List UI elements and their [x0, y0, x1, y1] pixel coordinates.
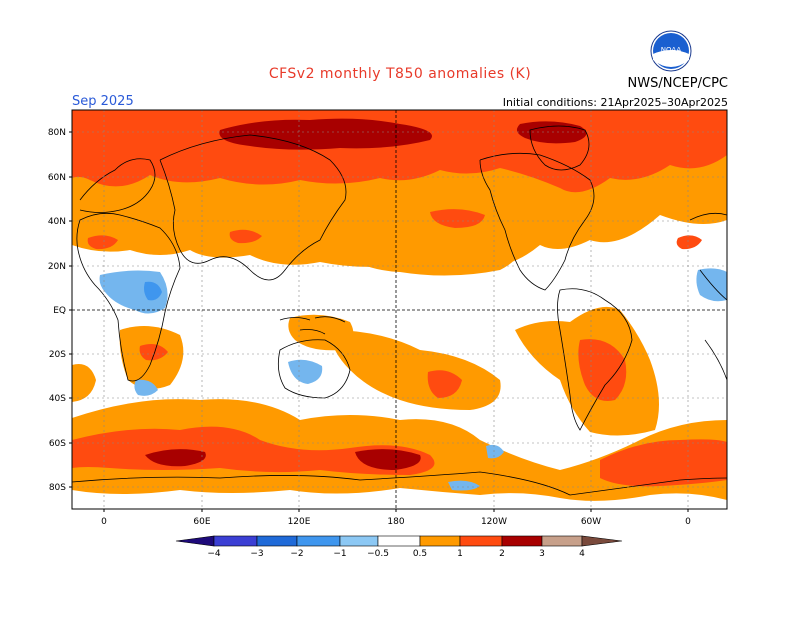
- colorbar-swatch: [459, 535, 503, 547]
- forecast-month: Sep 2025: [72, 94, 134, 109]
- colorbar-swatch: [501, 535, 543, 547]
- coastlines: [72, 125, 727, 496]
- anomaly-region-africa-south-red: [139, 344, 168, 361]
- noaa-logo-icon: NOAA: [650, 30, 692, 72]
- lon-labels: 0 60E 120E 180 120W 60W 0: [101, 517, 691, 527]
- lat-label: 80N: [48, 128, 66, 138]
- svg-text:NOAA: NOAA: [661, 46, 682, 54]
- colorbar-swatch: [339, 535, 379, 547]
- anomaly-region-africa-blue-core: [144, 281, 162, 301]
- axis-ticks: [69, 131, 689, 512]
- anomaly-region-southern-red-e: [600, 439, 727, 487]
- lon-label: 120W: [481, 517, 507, 527]
- colorbar-tick-label: 2: [499, 549, 505, 559]
- lat-label: 60S: [49, 439, 66, 449]
- anomaly-region-asia-red: [229, 229, 262, 244]
- anomaly-region-arctic-core: [219, 118, 432, 150]
- lat-label: 80S: [49, 483, 66, 493]
- initial-conditions: Initial conditions: 21Apr2025–30Apr2025: [502, 96, 728, 109]
- colorbar-swatch: [541, 535, 583, 547]
- colorbar-tick-label: 0.5: [413, 549, 427, 559]
- lat-label: EQ: [53, 306, 66, 316]
- coastline-australia: [277, 339, 351, 399]
- colorbar-labels: −4 −3 −2 −1 −0.5 0.5 1 2 3 4: [207, 549, 585, 559]
- colorbar-swatch: [256, 535, 298, 547]
- agency-label: NWS/NCEP/CPC: [627, 76, 728, 91]
- colorbar-swatch: [296, 535, 341, 547]
- anomaly-region-samerica-red: [578, 339, 627, 401]
- colorbar-swatch: [377, 535, 421, 547]
- coastline-north-america: [479, 152, 595, 291]
- anomaly-region-antarctic-blue: [448, 480, 480, 491]
- coastline-africa: [76, 212, 181, 382]
- coastline-greenland: [529, 125, 590, 171]
- coastline-south-america: [557, 288, 633, 431]
- anomaly-region-indonesia: [288, 314, 354, 351]
- lat-label: 20S: [49, 350, 66, 360]
- lat-label: 20N: [48, 262, 66, 272]
- colorbar-arrow-low: [175, 535, 215, 547]
- anomaly-fields: [72, 110, 727, 501]
- lat-label: 40N: [48, 217, 66, 227]
- colorbar-tick-label: 1: [457, 549, 463, 559]
- anomaly-region-sw-blue: [134, 379, 158, 396]
- coastline-africa-east-edge: [689, 212, 727, 381]
- grid-lines: [72, 110, 727, 509]
- colorbar-arrow-high: [581, 535, 623, 547]
- colorbar-swatch: [419, 535, 461, 547]
- anomaly-region-africa-blue: [99, 270, 168, 314]
- colorbar: [175, 535, 623, 547]
- lon-label: 180: [387, 517, 404, 527]
- anomaly-region-sp-orange: [330, 330, 501, 410]
- lon-label: 60W: [581, 517, 601, 527]
- coastline-asia: [159, 134, 347, 281]
- anomaly-region-npacific-red: [430, 209, 485, 228]
- colorbar-tick-label: −4: [207, 549, 221, 559]
- anomaly-region-atlantic-red: [676, 235, 702, 250]
- lon-label: 0: [685, 517, 691, 527]
- colorbar-tick-label: 4: [579, 549, 585, 559]
- colorbar-tick-label: −3: [250, 549, 263, 559]
- colorbar-tick-label: −1: [333, 549, 346, 559]
- noaa-logo: NOAA: [650, 30, 692, 72]
- chart-title: CFSv2 monthly T850 anomalies (K): [268, 66, 532, 82]
- anomaly-region-sp-red: [427, 370, 462, 398]
- colorbar-tick-label: 3: [539, 549, 545, 559]
- anomaly-region-australia-blue: [288, 359, 323, 384]
- lat-label: 60N: [48, 173, 66, 183]
- lon-label: 60E: [193, 517, 210, 527]
- anomaly-region-sw-orange: [72, 364, 96, 402]
- lon-label: 0: [101, 517, 107, 527]
- anomaly-region-southern-core-c: [355, 449, 421, 470]
- lon-label: 120E: [288, 517, 311, 527]
- coastline-antarctica: [72, 471, 727, 496]
- lat-label: 40S: [49, 394, 66, 404]
- anomaly-region-africa-north-red: [87, 235, 118, 250]
- coastline-indonesia: [279, 316, 346, 335]
- colorbar-tick-label: −2: [290, 549, 303, 559]
- lat-labels: 80N 60N 40N 20N EQ 20S 40S 60S 80S: [48, 128, 66, 493]
- anomaly-region-southern-core-w: [145, 449, 206, 467]
- colorbar-swatch: [213, 535, 258, 547]
- coastline-europe: [79, 158, 156, 213]
- anomaly-region-south-blue: [486, 444, 504, 459]
- colorbar-tick-label: −0.5: [367, 549, 389, 559]
- anomaly-region-npacific: [340, 214, 523, 276]
